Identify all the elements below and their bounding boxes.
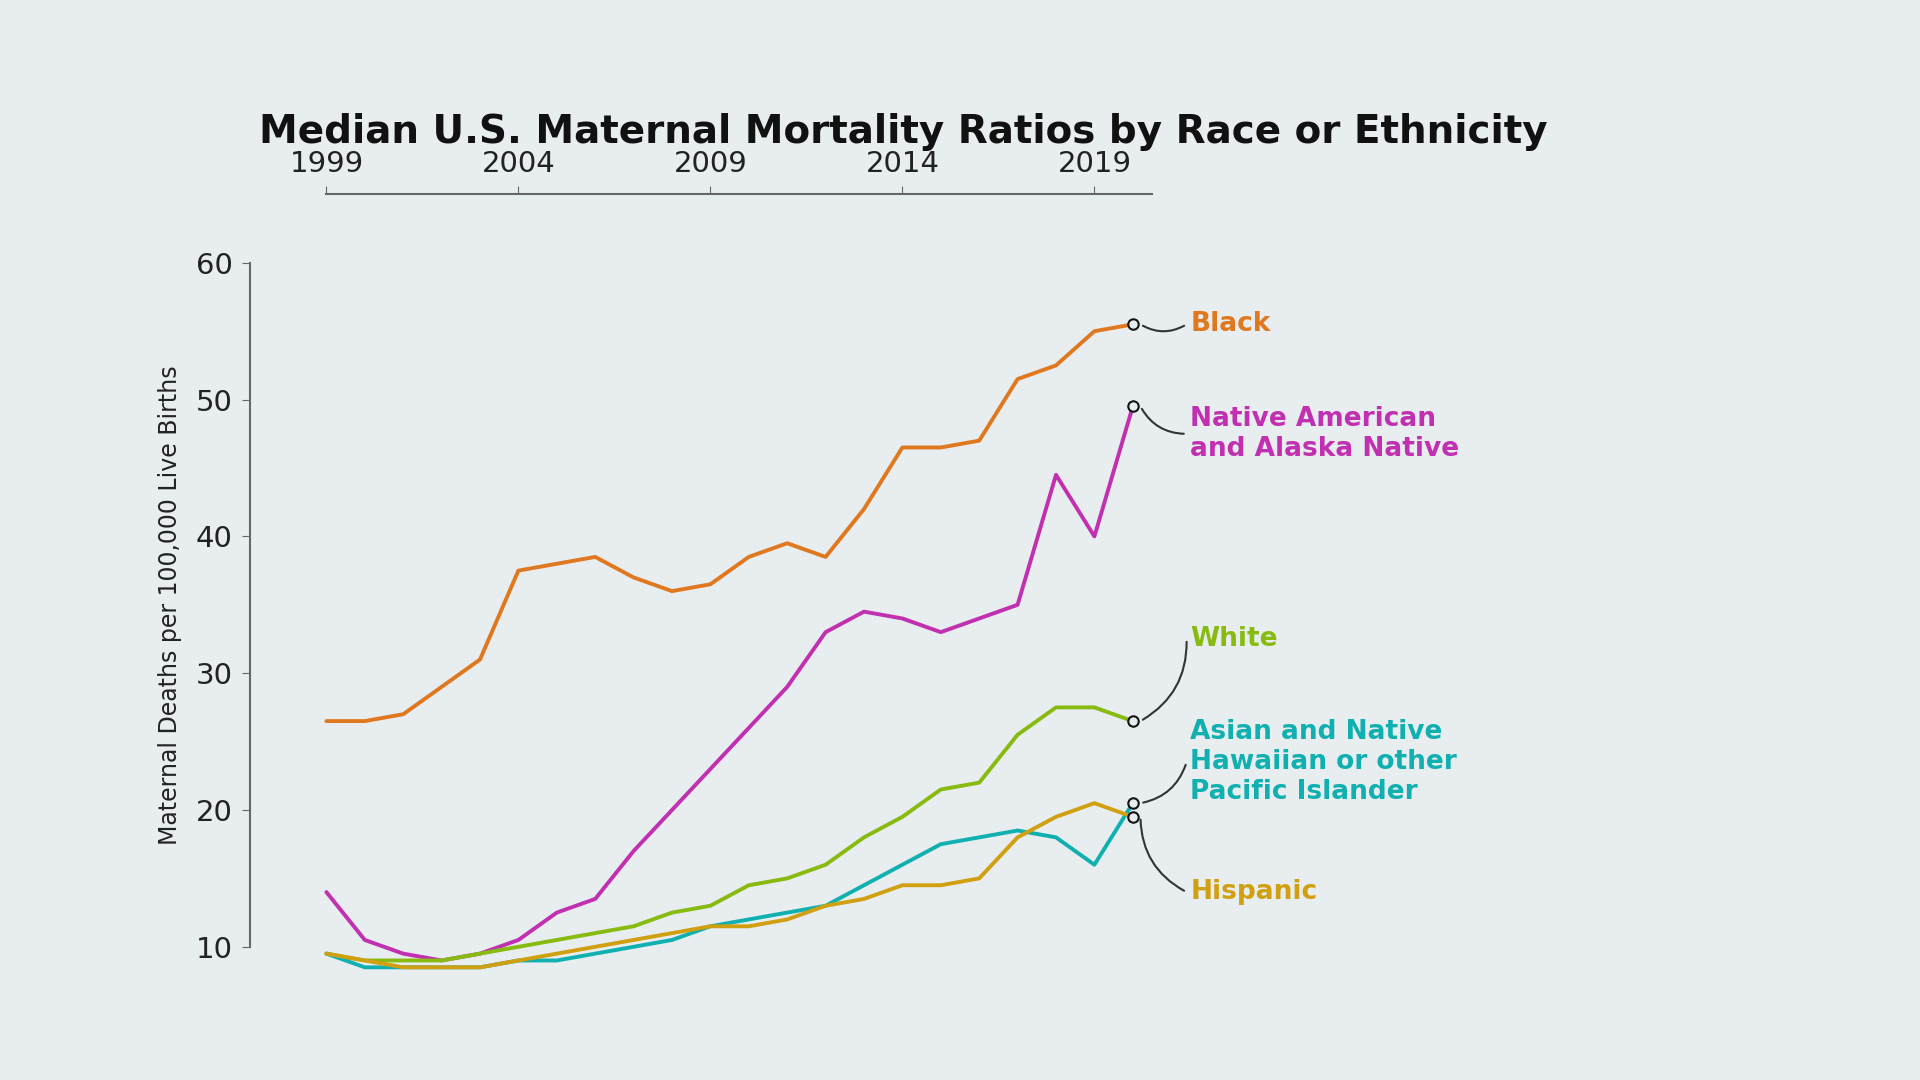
Y-axis label: Maternal Deaths per 100,000 Live Births: Maternal Deaths per 100,000 Live Births	[157, 365, 182, 845]
Text: White: White	[1190, 626, 1279, 652]
Text: Asian and Native
Hawaiian or other
Pacific Islander: Asian and Native Hawaiian or other Pacif…	[1190, 719, 1457, 805]
Text: Median U.S. Maternal Mortality Ratios by Race or Ethnicity: Median U.S. Maternal Mortality Ratios by…	[259, 113, 1548, 151]
Text: Hispanic: Hispanic	[1190, 879, 1317, 905]
Text: Black: Black	[1190, 311, 1271, 337]
Text: Native American
and Alaska Native: Native American and Alaska Native	[1190, 406, 1459, 462]
